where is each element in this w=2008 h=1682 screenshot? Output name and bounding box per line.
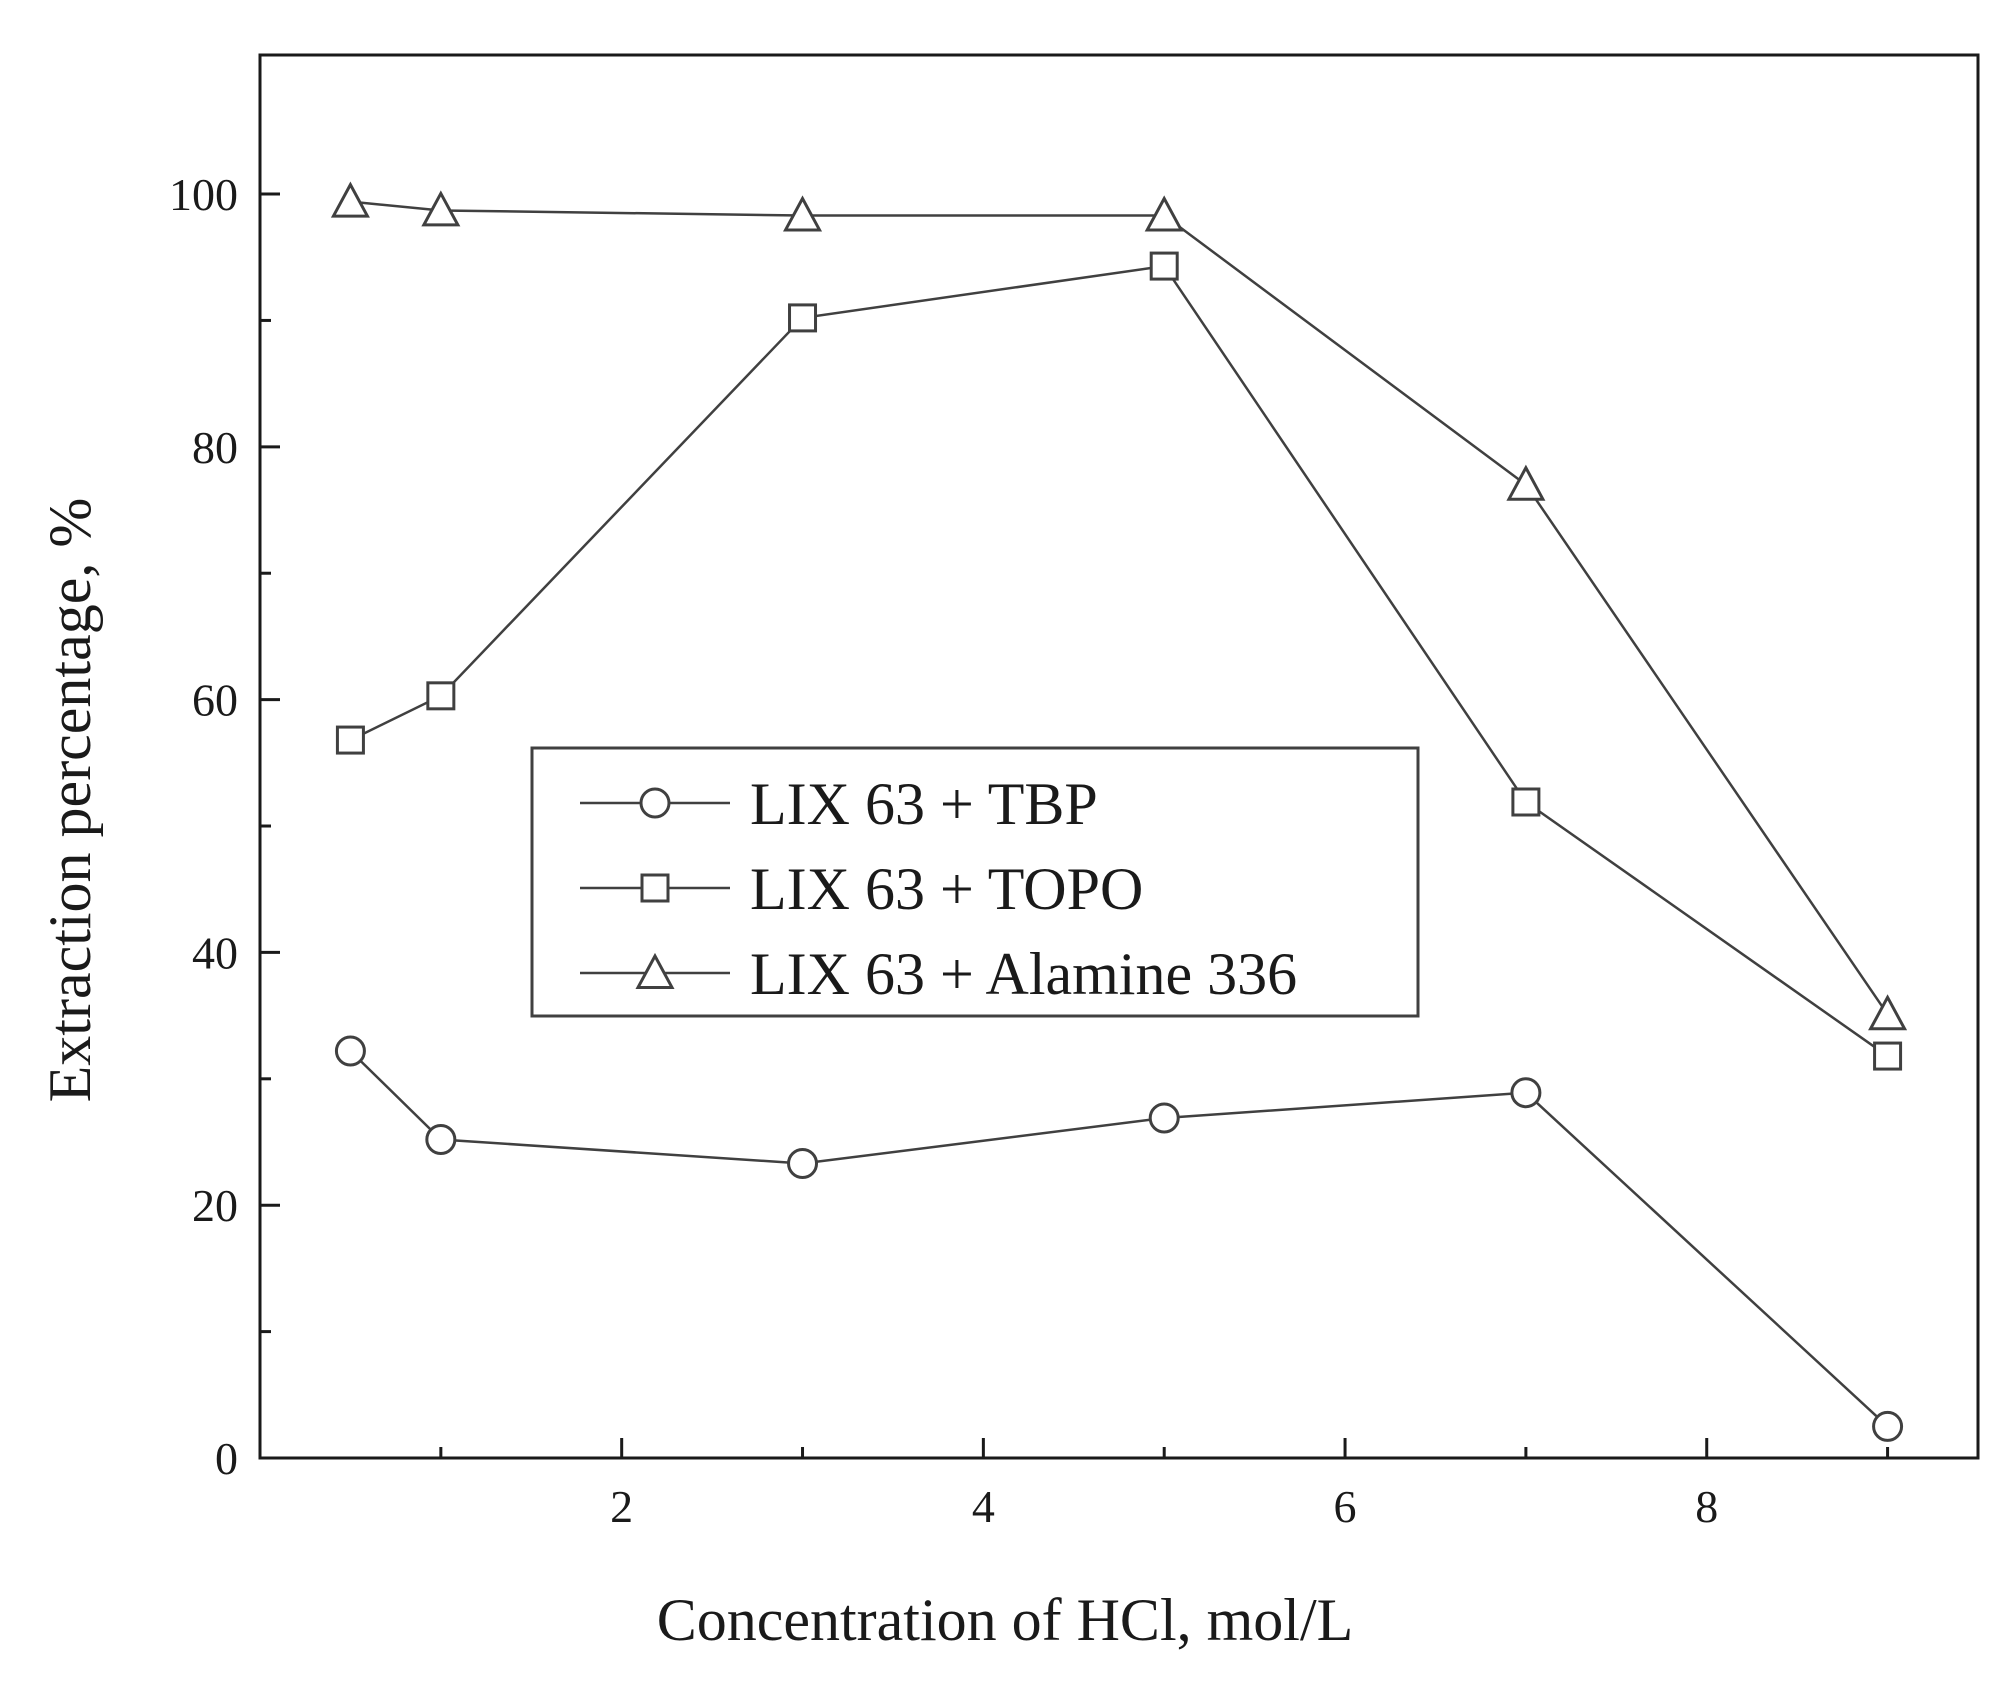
series-line [349, 1050, 1889, 1428]
data-point-circle [425, 1123, 457, 1155]
series-circle [334, 1035, 1904, 1442]
x-tick-label: 2 [610, 1481, 633, 1532]
axes: 0 20 40 60 80 100 2 4 6 8 [169, 53, 1980, 1532]
legend-marker-square [640, 873, 670, 903]
y-tick-label: 0 [215, 1433, 238, 1484]
data-point-square [1511, 787, 1541, 817]
data-point-circle [1148, 1102, 1180, 1134]
data-point-triangle [1144, 195, 1184, 232]
legend-label: LIX 63 + Alamine 336 [750, 941, 1297, 1007]
data-point-triangle [783, 195, 823, 232]
x-tick-label: 8 [1695, 1481, 1718, 1532]
data-point-circle [1872, 1410, 1904, 1442]
plot-frame [258, 53, 1980, 1460]
legend-label: LIX 63 + TBP [750, 771, 1098, 837]
data-point-triangle [1506, 464, 1546, 501]
legend-marker-triangle [635, 952, 675, 989]
data-point-circle [787, 1147, 819, 1179]
legend-label: LIX 63 + TOPO [750, 856, 1143, 922]
data-point-square [788, 303, 818, 333]
y-tick-label: 20 [192, 1180, 238, 1231]
series-line [349, 264, 1889, 1058]
y-tick-label: 40 [192, 927, 238, 978]
data-point-square [1149, 251, 1179, 281]
data-point-triangle [330, 181, 370, 218]
x-axis-title: Concentration of HCl, mol/L [657, 1587, 1354, 1653]
data-point-square [426, 681, 456, 711]
data-point-circle [1510, 1077, 1542, 1109]
y-tick-label: 80 [192, 422, 238, 473]
y-tick-label: 60 [192, 675, 238, 726]
x-tick-label: 4 [972, 1481, 995, 1532]
x-tick-label: 6 [1334, 1481, 1357, 1532]
series-line [350, 200, 1889, 1016]
data-point-square [1873, 1041, 1903, 1071]
series-square [335, 251, 1903, 1071]
legend-marker-circle [639, 787, 671, 819]
plot-layer [330, 181, 1908, 1442]
data-point-triangle [1868, 994, 1908, 1031]
legend: LIX 63 + TBP LIX 63 + TOPO LIX 63 + Alamin… [530, 746, 1420, 1018]
y-tick-label: 100 [169, 169, 238, 220]
legend-box [530, 746, 1420, 1018]
y-axis-title: Extraction percentage, % [37, 498, 103, 1103]
series-triangle [330, 181, 1908, 1031]
data-point-square [335, 725, 365, 755]
data-point-circle [334, 1035, 366, 1067]
data-point-triangle [421, 190, 461, 227]
